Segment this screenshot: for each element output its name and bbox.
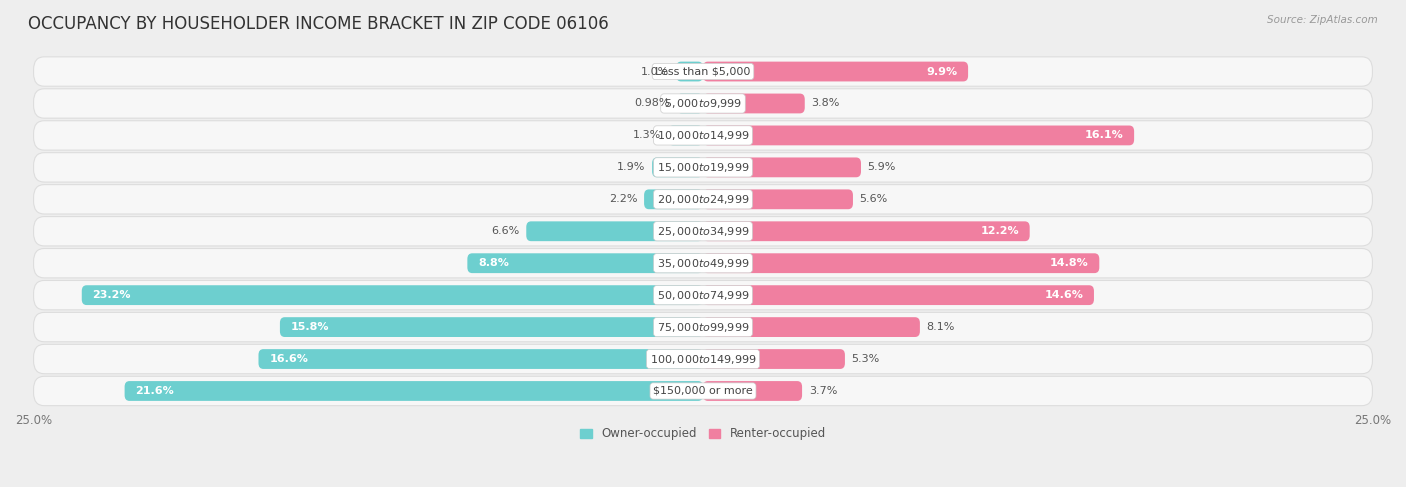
FancyBboxPatch shape [668,126,703,145]
Text: 3.7%: 3.7% [808,386,837,396]
Text: Source: ZipAtlas.com: Source: ZipAtlas.com [1267,15,1378,25]
FancyBboxPatch shape [34,152,1372,182]
FancyBboxPatch shape [703,317,920,337]
FancyBboxPatch shape [526,222,703,241]
FancyBboxPatch shape [34,217,1372,246]
Text: $15,000 to $19,999: $15,000 to $19,999 [657,161,749,174]
Text: 16.6%: 16.6% [269,354,308,364]
Text: 8.8%: 8.8% [478,258,509,268]
Text: 6.6%: 6.6% [491,226,520,236]
FancyBboxPatch shape [34,344,1372,374]
FancyBboxPatch shape [703,285,1094,305]
Text: 23.2%: 23.2% [93,290,131,300]
Text: OCCUPANCY BY HOUSEHOLDER INCOME BRACKET IN ZIP CODE 06106: OCCUPANCY BY HOUSEHOLDER INCOME BRACKET … [28,15,609,33]
Legend: Owner-occupied, Renter-occupied: Owner-occupied, Renter-occupied [575,423,831,445]
Text: $100,000 to $149,999: $100,000 to $149,999 [650,353,756,366]
Text: 14.8%: 14.8% [1050,258,1088,268]
FancyBboxPatch shape [703,126,1135,145]
Text: $150,000 or more: $150,000 or more [654,386,752,396]
Text: 0.98%: 0.98% [634,98,671,109]
FancyBboxPatch shape [652,157,703,177]
Text: 1.9%: 1.9% [617,162,645,172]
FancyBboxPatch shape [467,253,703,273]
Text: 3.8%: 3.8% [811,98,839,109]
Text: 5.9%: 5.9% [868,162,896,172]
FancyBboxPatch shape [34,248,1372,278]
Text: $50,000 to $74,999: $50,000 to $74,999 [657,289,749,301]
FancyBboxPatch shape [34,89,1372,118]
Text: $5,000 to $9,999: $5,000 to $9,999 [664,97,742,110]
Text: 2.2%: 2.2% [609,194,637,205]
FancyBboxPatch shape [34,121,1372,150]
FancyBboxPatch shape [676,62,703,81]
Text: 16.1%: 16.1% [1084,131,1123,140]
FancyBboxPatch shape [703,189,853,209]
FancyBboxPatch shape [34,376,1372,406]
FancyBboxPatch shape [34,281,1372,310]
Text: 9.9%: 9.9% [927,67,957,76]
Text: 15.8%: 15.8% [291,322,329,332]
FancyBboxPatch shape [82,285,703,305]
Text: 12.2%: 12.2% [980,226,1019,236]
FancyBboxPatch shape [259,349,703,369]
FancyBboxPatch shape [703,222,1029,241]
FancyBboxPatch shape [703,94,804,113]
FancyBboxPatch shape [34,57,1372,86]
Text: $10,000 to $14,999: $10,000 to $14,999 [657,129,749,142]
Text: 1.0%: 1.0% [641,67,669,76]
FancyBboxPatch shape [34,185,1372,214]
Text: $25,000 to $34,999: $25,000 to $34,999 [657,225,749,238]
Text: 5.3%: 5.3% [852,354,880,364]
FancyBboxPatch shape [703,381,801,401]
FancyBboxPatch shape [280,317,703,337]
Text: 14.6%: 14.6% [1045,290,1083,300]
FancyBboxPatch shape [34,312,1372,342]
Text: 21.6%: 21.6% [135,386,174,396]
FancyBboxPatch shape [676,94,703,113]
FancyBboxPatch shape [703,62,969,81]
FancyBboxPatch shape [644,189,703,209]
FancyBboxPatch shape [703,157,860,177]
Text: 8.1%: 8.1% [927,322,955,332]
Text: Less than $5,000: Less than $5,000 [655,67,751,76]
FancyBboxPatch shape [703,349,845,369]
Text: 1.3%: 1.3% [633,131,661,140]
Text: $20,000 to $24,999: $20,000 to $24,999 [657,193,749,206]
Text: $75,000 to $99,999: $75,000 to $99,999 [657,320,749,334]
FancyBboxPatch shape [125,381,703,401]
Text: 5.6%: 5.6% [859,194,889,205]
FancyBboxPatch shape [703,253,1099,273]
Text: $35,000 to $49,999: $35,000 to $49,999 [657,257,749,270]
